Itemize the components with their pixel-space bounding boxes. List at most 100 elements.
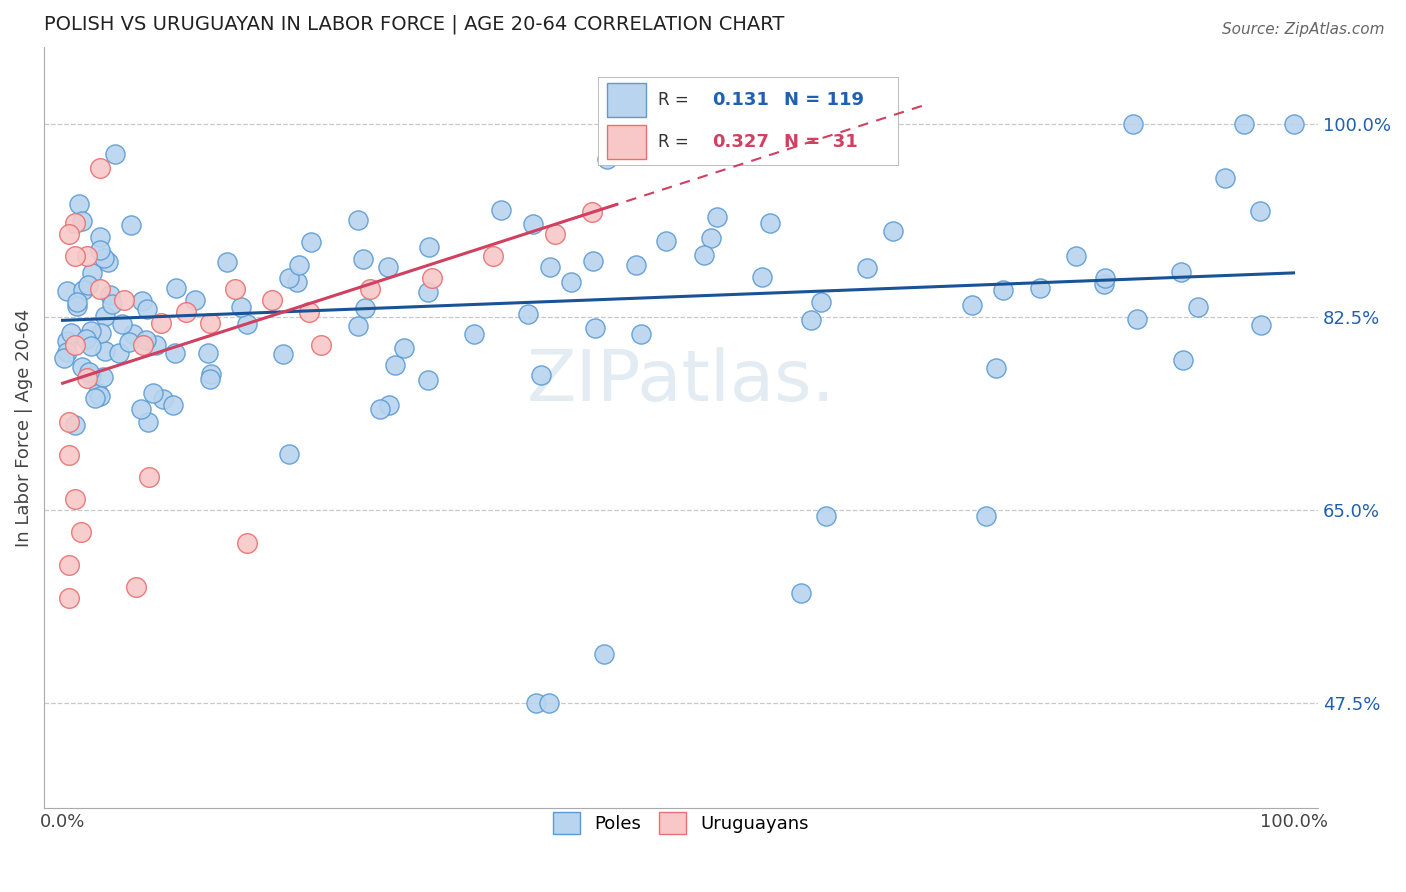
Point [790,586,813,600]
Point [418,240,440,254]
Point [271,346,294,360]
Point [596,152,619,166]
Point [359,282,381,296]
Point [84,391,107,405]
Point [98,288,121,302]
Point [581,205,603,219]
Point [984,360,1007,375]
Point [63,216,86,230]
Point [368,402,391,417]
Point [288,258,311,272]
Point [544,227,567,242]
Point [162,398,184,412]
Point [58,558,80,573]
Point [217,254,239,268]
Point [260,293,283,308]
Point [236,317,259,331]
Point [67,197,90,211]
Point [58,227,80,242]
Point [125,581,148,595]
Point [352,252,374,266]
Point [751,270,773,285]
Point [347,212,370,227]
Point [104,146,127,161]
Point [112,293,135,308]
Point [530,368,553,383]
Point [200,316,222,330]
Point [1094,277,1116,292]
Point [63,417,86,432]
Point [962,298,984,312]
Point [377,260,399,274]
Point [418,373,440,387]
Point [166,281,188,295]
Text: POLISH VS URUGUAYAN IN LABOR FORCE | AGE 20-64 CORRELATION CHART: POLISH VS URUGUAYAN IN LABOR FORCE | AGE… [44,15,785,35]
Point [1250,318,1272,332]
Point [91,370,114,384]
Point [58,415,80,429]
Point [90,326,112,340]
Point [1122,117,1144,131]
Point [97,255,120,269]
Point [392,341,415,355]
Point [229,301,252,315]
Point [70,359,93,374]
Y-axis label: In Labor Force | Age 20-64: In Labor Force | Age 20-64 [15,309,32,547]
Point [630,326,652,341]
Point [463,327,485,342]
Point [94,343,117,358]
Point [89,161,111,175]
Point [416,285,439,299]
Point [299,235,322,249]
Point [89,282,111,296]
Point [1064,249,1087,263]
Point [1028,281,1050,295]
Point [131,293,153,308]
Point [174,304,197,318]
Point [79,324,101,338]
Point [100,297,122,311]
Point [94,310,117,324]
Point [53,351,76,365]
Point [136,415,159,429]
Point [1213,171,1236,186]
Point [75,332,97,346]
Point [93,252,115,266]
Point [706,210,728,224]
Point [582,254,605,268]
Point [384,358,406,372]
Point [111,317,134,331]
Point [309,337,332,351]
Point [354,301,377,316]
Point [72,283,94,297]
Point [1094,271,1116,285]
Point [800,313,823,327]
Point [277,270,299,285]
Point [287,275,309,289]
Point [759,216,782,230]
Point [1170,265,1192,279]
Point [79,365,101,379]
Point [624,258,647,272]
Point [131,337,153,351]
Point [80,369,103,384]
Point [882,223,904,237]
Point [522,217,544,231]
Point [89,388,111,402]
Point [58,448,80,462]
Point [538,260,561,274]
Point [145,338,167,352]
Point [378,398,401,412]
Point [63,249,86,263]
Point [56,334,79,349]
Point [1187,300,1209,314]
Legend: Poles, Uruguayans: Poles, Uruguayans [546,805,817,841]
Point [298,304,321,318]
Point [537,696,560,710]
Point [516,307,538,321]
Point [693,248,716,262]
Point [120,218,142,232]
Text: Source: ZipAtlas.com: Source: ZipAtlas.com [1222,22,1385,37]
Point [200,367,222,381]
Point [136,301,159,316]
